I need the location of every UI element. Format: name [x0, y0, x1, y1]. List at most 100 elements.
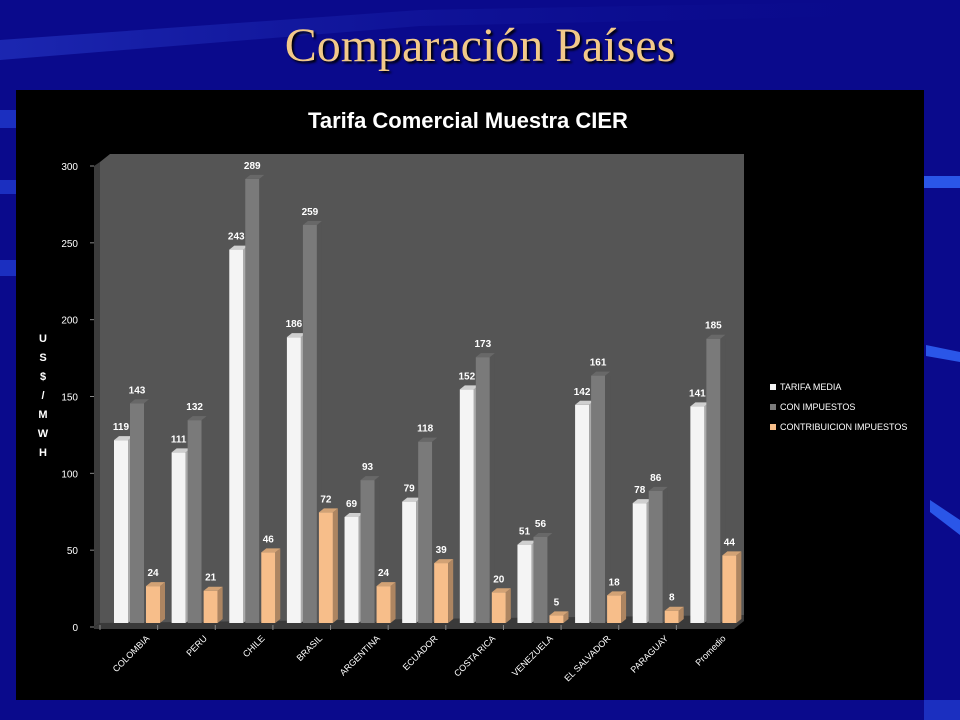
legend-label: CON IMPUESTOS: [780, 402, 855, 412]
data-label: 78: [634, 485, 646, 496]
bar-front: [360, 480, 375, 623]
bar-top: [459, 385, 479, 390]
y-tick-label: 150: [61, 393, 78, 404]
x-tick-label: PERU: [184, 633, 209, 658]
bar-side: [390, 582, 396, 623]
x-tick-label: ECUADOR: [401, 633, 440, 672]
x-tick-label: PARAGUAY: [629, 633, 670, 674]
bar: [203, 586, 223, 623]
data-label: 142: [574, 387, 591, 398]
bar: [549, 611, 569, 623]
bar-side: [217, 586, 223, 623]
bar-top: [318, 508, 338, 513]
bar-top: [632, 499, 652, 504]
bar-front: [245, 178, 260, 624]
data-label: 118: [417, 424, 434, 435]
x-axis: COLOMBIA PERU CHILE BRASIL ARGENTINA ECUADOR C…: [99, 625, 728, 683]
bar-side: [547, 532, 553, 623]
bar-front: [475, 357, 490, 623]
bar-front: [491, 592, 506, 623]
data-label: 69: [346, 499, 358, 510]
bar-top: [607, 591, 627, 596]
y-tick-label: 250: [61, 239, 78, 250]
x-tick-label: ARGENTINA: [338, 633, 382, 677]
data-label: 141: [689, 388, 706, 399]
bar-top: [591, 371, 611, 376]
bar-front: [203, 590, 218, 623]
bar: [318, 508, 338, 623]
bar: [533, 532, 553, 623]
bar: [146, 582, 165, 623]
side-wall: [94, 162, 100, 627]
bar-top: [130, 399, 149, 404]
bar-front: [187, 420, 202, 623]
bar-top: [418, 437, 438, 442]
legend: TARIFA MEDIA CON IMPUESTOS CONTRIBUICION I…: [770, 382, 907, 432]
data-label: 186: [286, 319, 303, 330]
bar-top: [114, 436, 133, 441]
bar-front: [114, 440, 128, 623]
data-label: 185: [705, 321, 722, 332]
data-label: 79: [404, 484, 416, 495]
bar-top: [648, 486, 668, 491]
y-axis-label-letter: W: [38, 428, 49, 440]
y-tick-label: 200: [61, 316, 78, 327]
bar-side: [505, 588, 511, 623]
bar-front: [607, 595, 622, 623]
bar-front: [146, 586, 160, 623]
y-tick-label: 300: [61, 162, 78, 173]
y-axis: 0 50 100 150 200 250 300: [61, 162, 94, 634]
bar-series: 119 143 24 111 132 21 243 289 46 186 259 72 69 93 24 79…: [113, 161, 742, 624]
bar-front: [690, 406, 705, 623]
data-label: 72: [320, 494, 332, 505]
bar: [376, 582, 396, 623]
bar-front: [261, 552, 276, 623]
bar-side: [489, 353, 495, 623]
bar-front: [459, 389, 474, 623]
data-label: 56: [535, 519, 547, 530]
data-label: 5: [554, 597, 560, 608]
bar-top: [344, 512, 364, 517]
bar-side: [605, 371, 611, 623]
bar-top: [146, 582, 165, 587]
bar-side: [201, 416, 207, 623]
legend-label: TARIFA MEDIA: [780, 382, 841, 392]
bar: [245, 174, 265, 624]
data-label: 161: [590, 358, 607, 369]
bar-front: [722, 555, 737, 623]
bar-front: [229, 249, 244, 623]
bar: [434, 559, 454, 623]
bar-chart: 0 50 100 150 200 250 300 119 143 24 111 132 21 243 28…: [38, 108, 908, 683]
x-tick-label: COLOMBIA: [111, 633, 152, 674]
y-axis-label-letter: H: [39, 447, 47, 459]
bar: [607, 591, 627, 623]
bar-front: [549, 615, 564, 623]
legend-swatch: [770, 404, 776, 410]
bar: [722, 551, 742, 623]
bar-front: [130, 403, 144, 623]
bar-front: [286, 337, 301, 623]
bar-top: [402, 497, 422, 502]
data-label: 51: [519, 527, 531, 538]
bar-top: [171, 448, 191, 453]
bar-front: [402, 501, 417, 623]
bar-side: [259, 174, 265, 624]
bar-side: [448, 559, 454, 623]
bar-top: [302, 221, 322, 226]
bar-top: [286, 333, 306, 338]
bar: [706, 334, 726, 623]
y-tick-label: 50: [67, 546, 79, 557]
x-tick-label: COSTA RICA: [452, 633, 497, 678]
slide-title: Comparación Países: [284, 19, 676, 72]
bar: [130, 399, 149, 623]
data-label: 152: [458, 371, 475, 382]
bar-top: [517, 540, 537, 545]
bar: [648, 486, 668, 623]
data-label: 119: [113, 422, 130, 433]
legend-label: CONTRIBUICION IMPUESTOS: [780, 422, 907, 432]
bar-side: [275, 548, 281, 623]
bar-front: [171, 452, 186, 623]
bar-side: [736, 551, 742, 623]
data-label: 24: [378, 568, 390, 579]
bar-front: [517, 544, 532, 623]
